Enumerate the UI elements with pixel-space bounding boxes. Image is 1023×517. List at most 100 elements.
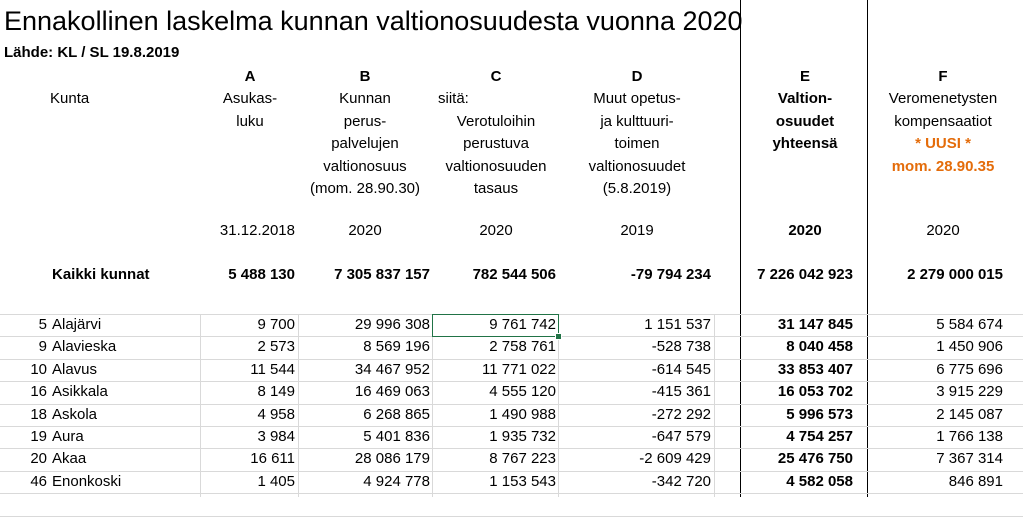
cell-c[interactable]: 11 771 022 [482, 360, 556, 378]
cell-e[interactable]: 4 754 257 [786, 428, 853, 445]
grid-vline [558, 314, 559, 497]
cell-f[interactable]: 846 891 [948, 472, 1003, 490]
row-number[interactable]: 19 [30, 428, 47, 445]
cell-c[interactable]: 1 153 543 [489, 472, 556, 490]
grid-vline [298, 314, 299, 497]
cell-a[interactable]: 1 405 [257, 472, 295, 490]
cell-e[interactable]: 16 053 702 [777, 383, 853, 401]
column-header-f-line: * UUSI * [915, 135, 971, 152]
cell-a[interactable]: 8 149 [257, 383, 295, 401]
grid-hline [0, 381, 1023, 383]
row-number[interactable]: 16 [30, 383, 47, 401]
grid-hline [0, 493, 1023, 495]
cell-b[interactable]: 34 467 952 [354, 360, 430, 378]
cell-a[interactable]: 11 544 [250, 360, 295, 378]
column-letter-d: D [631, 68, 643, 85]
column-header-b-line: valtionosuus [323, 157, 407, 175]
grid-hline [0, 403, 1023, 405]
row-number[interactable]: 20 [30, 450, 47, 468]
cell-e[interactable]: 31 147 845 [777, 316, 853, 333]
cell-d[interactable]: -415 361 [651, 383, 711, 401]
column-header-e-line: Valtion- [777, 90, 833, 107]
cell-d[interactable]: -528 738 [651, 338, 711, 356]
row-number[interactable]: 18 [30, 405, 47, 423]
municipality-name[interactable]: Asikkala [52, 383, 108, 401]
grid-vline [200, 314, 201, 497]
cell-b[interactable]: 29 996 308 [354, 316, 430, 333]
cell-c[interactable]: 1 935 732 [489, 428, 556, 445]
municipality-name[interactable]: Alavus [52, 360, 98, 378]
column-date-a: 31.12.2018 [219, 222, 295, 239]
cell-c[interactable]: 9 761 742 [489, 316, 556, 333]
municipality-name[interactable]: Aura [52, 428, 84, 445]
cell-a[interactable]: 3 984 [257, 428, 295, 445]
cell-d[interactable]: -342 720 [651, 472, 711, 490]
fill-handle[interactable] [555, 333, 562, 341]
cell-b[interactable]: 16 469 063 [354, 383, 430, 401]
cell-c[interactable]: 2 758 761 [489, 338, 556, 356]
cell-d[interactable]: -647 579 [651, 428, 711, 445]
cell-d[interactable]: -614 545 [651, 360, 711, 378]
totals-value-c: 782 544 506 [472, 266, 556, 283]
cell-e[interactable]: 33 853 407 [777, 360, 853, 378]
sheet-title: Ennakollinen laskelma kunnan valtionosuu… [4, 6, 743, 36]
cell-f[interactable]: 1 766 138 [936, 428, 1003, 445]
cell-f[interactable]: 3 915 229 [936, 383, 1003, 401]
municipality-name[interactable]: Alavieska [52, 338, 117, 356]
cell-e[interactable]: 8 040 458 [786, 338, 853, 356]
cell-a[interactable]: 4 958 [257, 405, 295, 423]
column-border-d-e [740, 0, 741, 497]
totals-value-f: 2 279 000 015 [907, 266, 1003, 283]
cell-f[interactable]: 6 775 696 [936, 360, 1003, 378]
cell-c[interactable]: 8 767 223 [489, 450, 556, 468]
column-header-b-line: Kunnan [339, 90, 391, 107]
cell-b[interactable]: 4 924 778 [363, 472, 430, 490]
cell-f[interactable]: 5 584 674 [936, 316, 1003, 333]
column-header-d-line: ja kulttuuri- [600, 112, 674, 130]
cell-f[interactable]: 7 367 314 [936, 450, 1003, 468]
cell-d[interactable]: 1 151 537 [644, 316, 711, 333]
column-header-b-line: perus- [343, 112, 387, 130]
cell-e[interactable]: 4 582 058 [786, 472, 853, 490]
column-letter-f: F [938, 68, 948, 85]
header-kunta: Kunta [50, 90, 90, 107]
column-header-f-line: Veromenetysten [888, 90, 998, 107]
municipality-name[interactable]: Akaa [52, 450, 87, 468]
cell-c[interactable]: 4 555 120 [489, 383, 556, 401]
column-date-d: 2019 [620, 222, 654, 239]
cell-f[interactable]: 2 145 087 [936, 405, 1003, 423]
column-date-b: 2020 [348, 222, 382, 239]
cell-b[interactable]: 5 401 836 [363, 428, 430, 445]
cell-c[interactable]: 1 490 988 [489, 405, 556, 423]
selected-cell-outline [432, 314, 559, 338]
cell-a[interactable]: 9 700 [257, 316, 295, 333]
municipality-name[interactable]: Enonkoski [52, 472, 122, 490]
cell-b[interactable]: 6 268 865 [363, 405, 430, 423]
cell-e[interactable]: 25 476 750 [777, 450, 853, 468]
grid-vline [740, 314, 741, 497]
cell-b[interactable]: 8 569 196 [363, 338, 430, 356]
cell-b[interactable]: 28 086 179 [354, 450, 430, 468]
column-header-d-line: (5.8.2019) [602, 180, 672, 197]
row-number[interactable]: 9 [38, 338, 47, 356]
grid-hline [0, 448, 1023, 450]
row-number[interactable]: 10 [30, 360, 47, 378]
column-header-b-line: (mom. 28.90.30) [309, 180, 421, 197]
grid-hline [0, 358, 1023, 360]
cell-f[interactable]: 1 450 906 [936, 338, 1003, 356]
column-header-f-line: kompensaatiot [894, 112, 992, 130]
column-header-c-line: siitä: [438, 90, 469, 107]
cell-d[interactable]: -272 292 [651, 405, 711, 423]
municipality-name[interactable]: Alajärvi [52, 316, 102, 333]
totals-value-a: 5 488 130 [228, 266, 295, 283]
cell-a[interactable]: 2 573 [257, 338, 295, 356]
cell-d[interactable]: -2 609 429 [639, 450, 711, 468]
totals-label: Kaikki kunnat [52, 266, 150, 283]
column-header-e-line: yhteensä [772, 135, 838, 152]
row-number[interactable]: 46 [30, 472, 47, 490]
cell-e[interactable]: 5 996 573 [786, 405, 853, 423]
grid-vline [714, 314, 715, 497]
municipality-name[interactable]: Askola [52, 405, 98, 423]
cell-a[interactable]: 16 611 [250, 450, 295, 468]
row-number[interactable]: 5 [38, 316, 47, 333]
